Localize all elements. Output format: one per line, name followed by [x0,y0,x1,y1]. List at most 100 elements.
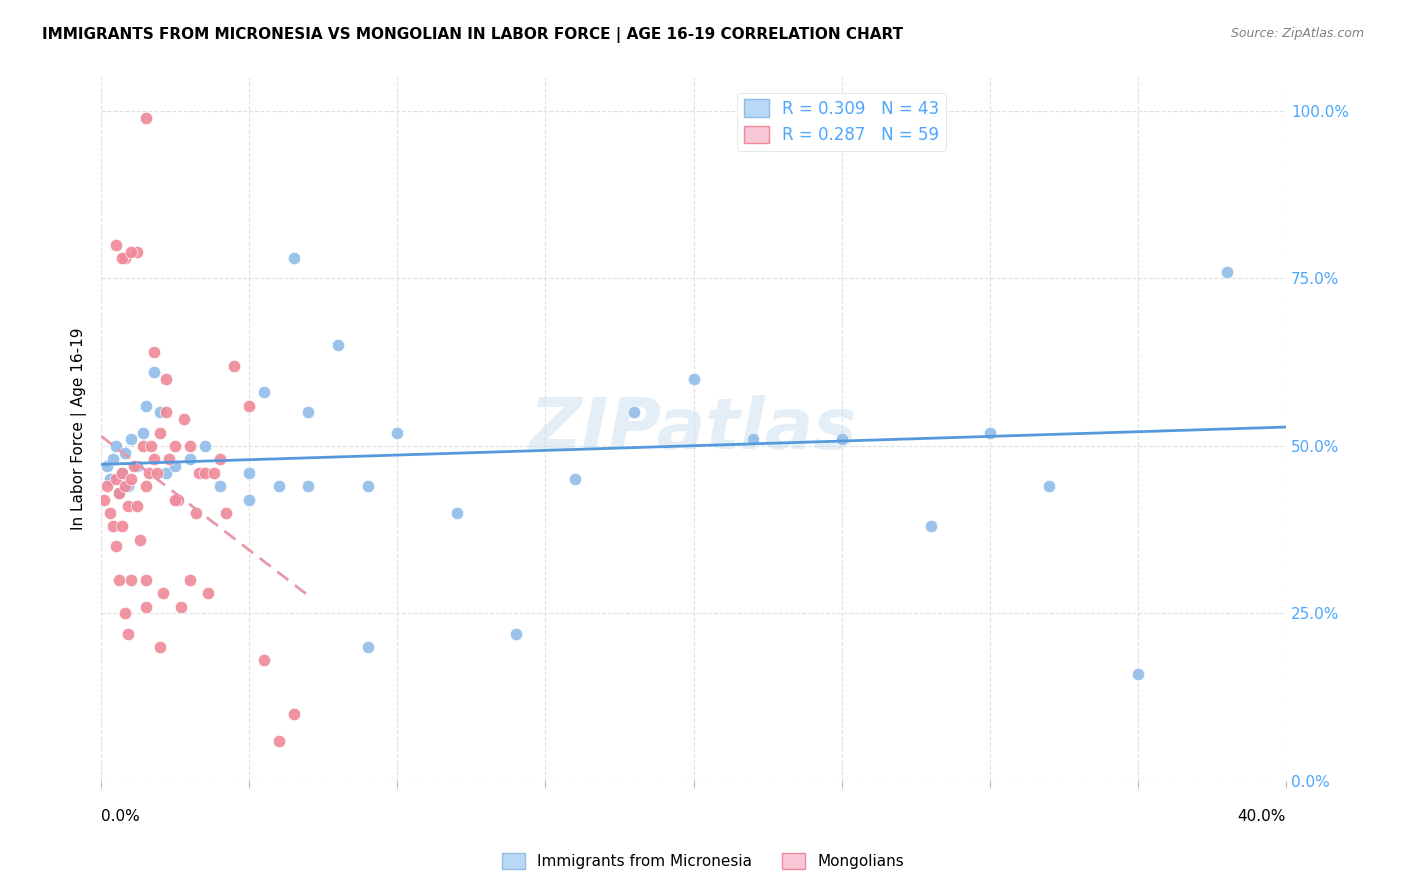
Point [187,466,209,480]
Point [387,425,409,440]
Point [326,338,349,352]
Point [152,586,174,600]
Point [170,599,193,614]
Point [111,519,134,533]
Point [101,452,124,467]
Point [120,432,142,446]
Point [979,425,1001,440]
Legend: Immigrants from Micronesia, Mongolians: Immigrants from Micronesia, Mongolians [495,847,911,875]
Point [111,466,134,480]
Point [114,445,136,459]
Point [155,466,177,480]
Text: IMMIGRANTS FROM MICRONESIA VS MONGOLIAN IN LABOR FORCE | AGE 16-19 CORRELATION C: IMMIGRANTS FROM MICRONESIA VS MONGOLIAN … [42,27,903,43]
Point [357,640,380,654]
Point [108,486,131,500]
Point [194,439,217,453]
Point [202,466,225,480]
Point [184,506,207,520]
Y-axis label: In Labor Force | Age 16-19: In Labor Force | Age 16-19 [72,328,87,531]
Point [135,479,157,493]
Point [125,459,148,474]
Point [131,439,153,453]
Point [96,479,118,493]
Point [108,486,131,500]
Point [125,244,148,259]
Point [208,479,231,493]
Point [214,506,236,520]
Point [253,385,276,400]
Point [117,626,139,640]
Point [297,405,319,419]
Point [135,599,157,614]
Point [165,492,187,507]
Point [149,640,172,654]
Point [194,466,217,480]
Point [122,459,145,474]
Point [446,506,468,520]
Point [357,479,380,493]
Point [224,359,246,373]
Point [149,425,172,440]
Point [141,439,163,453]
Point [93,492,115,507]
Point [920,519,942,533]
Point [238,466,260,480]
Point [267,479,290,493]
Point [101,519,124,533]
Point [108,573,131,587]
Point [1126,666,1149,681]
Point [1215,265,1237,279]
Point [138,466,160,480]
Point [179,439,201,453]
Point [143,345,166,359]
Point [267,733,290,747]
Text: 40.0%: 40.0% [1237,809,1286,824]
Point [114,479,136,493]
Point [135,573,157,587]
Point [238,492,260,507]
Point [135,111,157,125]
Point [111,252,134,266]
Point [146,466,169,480]
Point [682,372,704,386]
Point [104,238,127,252]
Point [253,653,276,667]
Point [283,706,305,721]
Point [165,439,187,453]
Text: Source: ZipAtlas.com: Source: ZipAtlas.com [1230,27,1364,40]
Point [564,473,586,487]
Point [111,466,134,480]
Point [208,452,231,467]
Point [120,244,142,259]
Point [104,439,127,453]
Point [114,252,136,266]
Point [155,405,177,419]
Point [1038,479,1060,493]
Point [179,573,201,587]
Point [114,607,136,621]
Legend: R = 0.309   N = 43, R = 0.287   N = 59: R = 0.309 N = 43, R = 0.287 N = 59 [737,93,946,151]
Point [297,479,319,493]
Point [165,459,187,474]
Point [179,452,201,467]
Point [98,506,121,520]
Point [167,492,190,507]
Point [128,533,150,547]
Point [149,405,172,419]
Point [505,626,527,640]
Point [98,473,121,487]
Point [131,425,153,440]
Point [143,452,166,467]
Point [238,399,260,413]
Point [155,372,177,386]
Point [96,459,118,474]
Point [143,365,166,379]
Point [831,432,853,446]
Point [104,473,127,487]
Point [125,500,148,514]
Point [117,479,139,493]
Point [135,399,157,413]
Point [157,452,180,467]
Point [104,540,127,554]
Point [197,586,219,600]
